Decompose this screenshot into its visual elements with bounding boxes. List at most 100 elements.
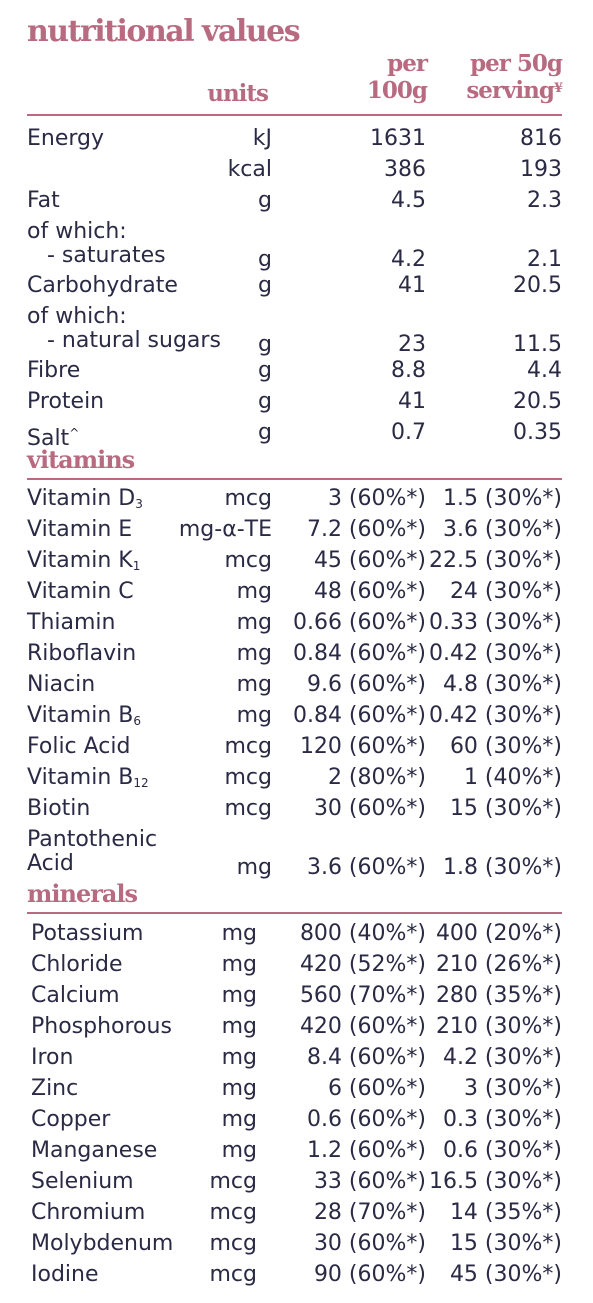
vitamins-row: Biotin mcg 30 (60%*) 15 (30%*) [0,794,593,824]
value-per-100g: 3.6 (60%*) [306,855,426,880]
nutrient-name-line1: of which: [27,219,127,244]
value-per-100g: 48 (60%*) [313,579,426,604]
minerals-row: Iron mg 8.4 (60%*) 4.2 (30%*) [0,1043,593,1073]
nutrient-name-text: Vitamin D [27,486,136,511]
nutrient-name: of which: - natural sugars [27,305,221,353]
nutrient-name-text: Manganese [31,1138,158,1163]
nutrient-name-text: Fibre [27,358,81,383]
nutrient-name: Protein [27,387,104,417]
nutrient-name: Calcium [31,981,120,1011]
value-per-50g: 400 (20%*) [435,921,562,946]
value-per-100g: 800 (40%*) [299,921,426,946]
minerals-divider [27,912,562,914]
nutrient-name-text: Vitamin B [27,765,134,790]
value-per-100g: 560 (70%*) [299,983,426,1008]
value-per-50g: 15 (30%*) [449,1231,562,1256]
minerals-row: Molybdenum mcg 30 (60%*) 15 (30%*) [0,1229,593,1259]
value-per-100g: 33 (60%*) [313,1169,426,1194]
value-per-100g: 30 (60%*) [313,796,426,821]
value-per-100g: 90 (60%*) [313,1262,426,1287]
vitamins-row: Vitamin E mg-α-TE 7.2 (60%*) 3.6 (30%*) [0,515,593,545]
value-per-50g: 15 (30%*) [449,796,562,821]
value-per-100g: 9.6 (60%*) [306,672,426,697]
nutrient-name: Vitamin D3 [27,484,143,519]
nutrient-name-text: Chromium [31,1200,146,1225]
nutrition-row: Carbohydrate g 41 20.5 [0,271,593,301]
value-per-100g: 7.2 (60%*) [306,517,426,542]
nutrient-unit: mg [236,703,272,728]
nutrient-name: Iron [31,1043,73,1073]
vitamins-row: Vitamin B6 mg 0.84 (60%*) 0.42 (30%*) [0,701,593,731]
value-per-50g: 4.4 [527,358,562,383]
value-per-100g: 4.5 [391,188,426,213]
nutrient-name-text: Iodine [31,1262,99,1287]
value-per-50g: 4.8 (30%*) [442,672,562,697]
nutrient-name: Fat [27,186,60,216]
nutrient-unit: g [258,273,272,298]
value-per-50g: 1.5 (30%*) [442,486,562,511]
value-per-50g: 4.2 (30%*) [442,1045,562,1070]
nutrient-name-text: Protein [27,389,105,414]
nutrient-name: Phosphorous [31,1012,172,1042]
value-per-100g: 1631 [370,126,426,151]
nutrient-name: Vitamin B6 [27,701,141,736]
value-per-100g: 45 (60%*) [313,548,426,573]
minerals-row: Zinc mg 6 (60%*) 3 (30%*) [0,1074,593,1104]
value-per-50g: 210 (26%*) [435,952,562,977]
nutrient-name: Riboflavin [27,639,136,669]
nutrition-row: Fibre g 8.8 4.4 [0,356,593,386]
nutrient-unit: g [258,247,272,272]
nutrient-name: Folic Acid [27,732,130,762]
nutrient-name-text: Thiamin [27,610,116,635]
nutrient-name-text: Riboflavin [27,641,137,666]
nutrient-unit: kcal [227,157,272,182]
nutrition-row: of which: - saturates g 4.2 2.1 [0,217,593,275]
units-column-header: units [207,80,269,107]
serving-footnote-mark: ¥ [553,81,563,96]
nutrient-name-line2: - natural sugars [47,328,221,353]
nutrient-name-text: Potassium [31,921,144,946]
per-100g-header-line2: 100g [366,77,428,104]
nutrient-unit: mcg [224,765,273,790]
value-per-100g: 41 [398,273,426,298]
nutrient-unit: mcg [209,1262,258,1287]
nutrient-unit: mg [236,610,272,635]
vitamins-row: Thiamin mg 0.66 (60%*) 0.33 (30%*) [0,608,593,638]
value-per-50g: 45 (30%*) [449,1262,562,1287]
nutrient-name: Chloride [31,950,123,980]
nutrient-name: Vitamin K1 [27,546,140,581]
nutrient-unit: mg-α-TE [178,517,272,542]
value-per-50g: 210 (30%*) [435,1014,562,1039]
value-per-100g: 386 [384,157,426,182]
nutrient-name: Copper [31,1105,110,1135]
nutrient-unit: mg [236,641,272,666]
value-per-100g: 0.66 (60%*) [292,610,426,635]
value-per-50g: 20.5 [513,273,562,298]
nutrition-row: Energy kJ 1631 816 [0,124,593,154]
value-per-100g: 420 (52%*) [299,952,426,977]
minerals-row: Potassium mg 800 (40%*) 400 (20%*) [0,919,593,949]
value-per-50g: 60 (30%*) [449,734,562,759]
nutrient-unit: mg [221,952,257,977]
value-per-50g: 1.8 (30%*) [442,855,562,880]
page-title: nutritional values [27,14,301,49]
nutrient-name-text: Biotin [27,796,91,821]
value-per-100g: 2 (80%*) [327,765,426,790]
value-per-50g: 0.33 (30%*) [428,610,562,635]
nutrient-subscript: 1 [132,559,141,573]
value-per-50g: 1 (40%*) [463,765,562,790]
minerals-section-title: minerals [27,879,138,908]
nutrient-name-text: Vitamin B [27,703,134,728]
minerals-row: Phosphorous mg 420 (60%*) 210 (30%*) [0,1012,593,1042]
value-per-50g: 2.1 [527,247,562,272]
value-per-100g: 23 [398,332,426,357]
nutrient-name: Salt^ [27,418,79,454]
nutrient-name: Iodine [31,1260,99,1290]
vitamins-divider [27,478,562,480]
value-per-100g: 0.6 (60%*) [306,1107,426,1132]
nutrient-name: Fibre [27,356,80,386]
nutrient-name: Molybdenum [31,1229,173,1259]
value-per-100g: 0.7 [391,420,426,445]
vitamins-row: Riboflavin mg 0.84 (60%*) 0.42 (30%*) [0,639,593,669]
value-per-100g: 8.8 [391,358,426,383]
